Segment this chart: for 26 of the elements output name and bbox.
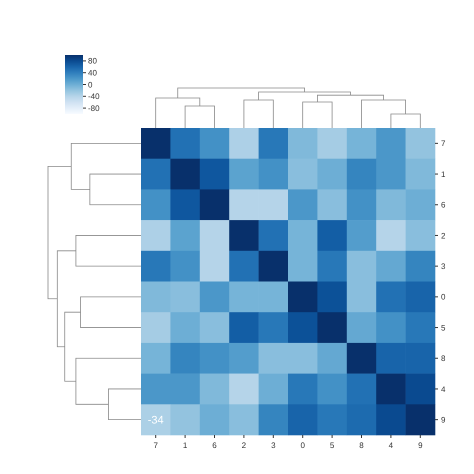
color-bar-label: 80 bbox=[88, 56, 98, 66]
x-tick-label: 8 bbox=[359, 441, 364, 450]
y-tick-label: 3 bbox=[441, 262, 446, 271]
color-bar-label: 40 bbox=[88, 68, 98, 78]
x-tick-label: 5 bbox=[330, 441, 335, 450]
x-tick-label: 2 bbox=[242, 441, 247, 450]
x-tick-label: 9 bbox=[418, 441, 424, 450]
y-tick-label: 4 bbox=[441, 384, 446, 394]
y-tick-label: 6 bbox=[441, 200, 446, 210]
y-tick-label: 1 bbox=[441, 170, 446, 179]
x-tick-label: 6 bbox=[212, 441, 218, 450]
x-tick-label: 1 bbox=[182, 441, 188, 450]
data-label: -34 bbox=[148, 414, 164, 426]
y-tick-label: 7 bbox=[441, 139, 446, 148]
x-tick-label: 4 bbox=[388, 441, 394, 450]
color-bar-label: -80 bbox=[88, 104, 100, 113]
x-tick-label: 0 bbox=[300, 441, 306, 450]
y-tick-label: 8 bbox=[441, 354, 446, 364]
color-bar-label: 0 bbox=[88, 80, 93, 90]
y-tick-label: 9 bbox=[441, 415, 446, 424]
color-bar-label: -40 bbox=[88, 92, 100, 102]
x-tick-label: 7 bbox=[153, 441, 158, 450]
x-tick-label: 3 bbox=[271, 441, 276, 450]
y-tick-label: 0 bbox=[441, 292, 446, 302]
y-tick-label: 5 bbox=[441, 323, 446, 332]
y-tick-label: 2 bbox=[441, 231, 446, 240]
